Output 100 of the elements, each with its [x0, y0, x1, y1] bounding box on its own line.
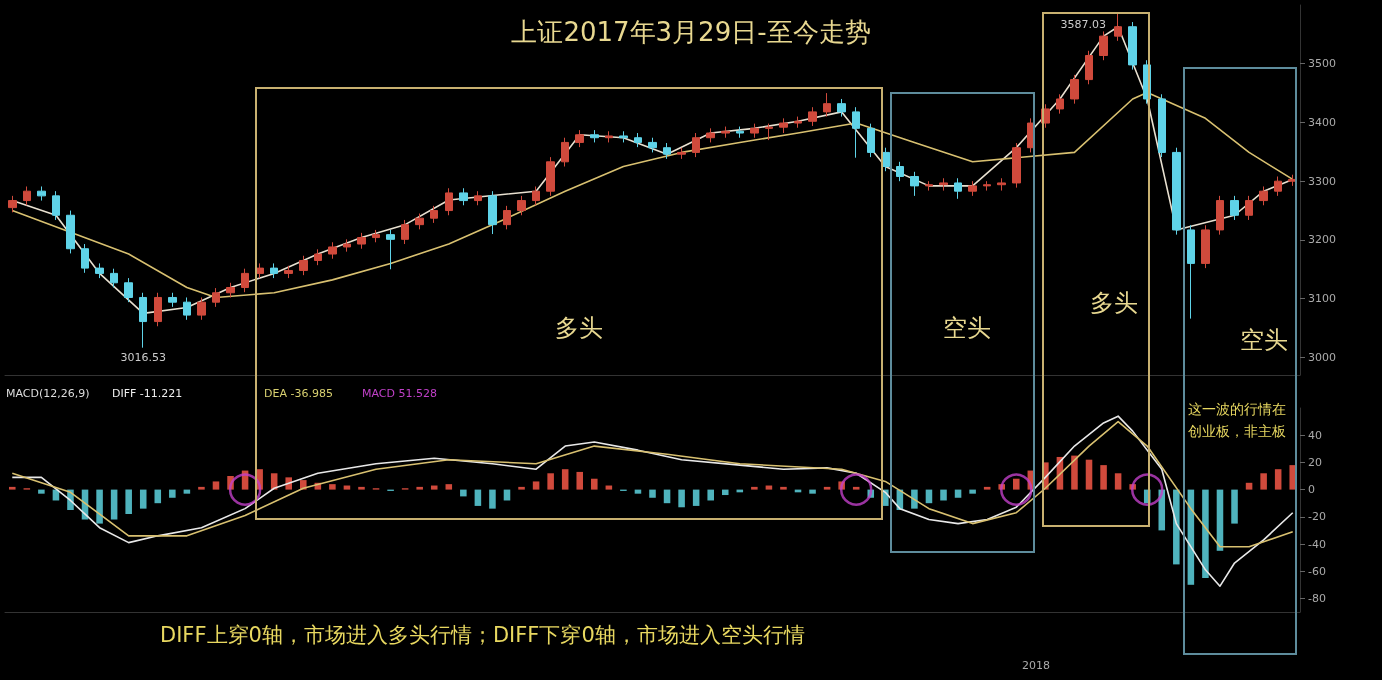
bar — [1100, 465, 1107, 490]
bar — [460, 489, 467, 497]
bar — [969, 489, 976, 494]
candlestick — [619, 130, 628, 143]
text: 2018 — [1022, 659, 1050, 672]
bar — [1114, 473, 1122, 490]
candlestick — [1245, 195, 1253, 221]
candlestick — [81, 243, 89, 274]
candlestick — [503, 205, 511, 230]
bar — [954, 489, 962, 498]
candlestick — [314, 248, 322, 266]
bar — [1085, 459, 1093, 490]
bar — [547, 473, 554, 490]
candlestick — [241, 268, 249, 293]
candlestick — [896, 161, 904, 182]
candlestick — [648, 137, 657, 153]
candlestick — [837, 98, 846, 118]
y-tick-label: 0 — [1308, 483, 1315, 497]
candlestick — [1056, 93, 1064, 115]
bar — [1202, 489, 1209, 578]
y-tick-label: -40 — [1308, 537, 1326, 551]
bar — [212, 481, 220, 490]
bar — [1071, 455, 1078, 490]
candlestick — [590, 129, 599, 143]
candlestick — [1230, 195, 1239, 221]
bar — [678, 489, 685, 508]
candlestick — [488, 190, 497, 235]
candlestick — [1085, 50, 1093, 85]
bar — [911, 489, 918, 509]
annotation: 3016.53 — [120, 350, 166, 364]
candlestick — [1172, 147, 1181, 236]
bar — [96, 489, 103, 524]
candlestick — [1128, 21, 1137, 71]
candlestick — [110, 268, 118, 288]
candlestick — [154, 292, 162, 327]
bar — [416, 486, 423, 490]
line-series — [11, 420, 1294, 548]
bar — [518, 486, 525, 490]
bar — [751, 486, 758, 490]
candlestick — [910, 171, 919, 197]
bar — [561, 469, 569, 490]
candlestick — [52, 190, 60, 221]
candlestick — [532, 185, 540, 206]
text: DIFF上穿0轴，市场进入多头行情；DIFF下穿0轴，市场进入空头行情 — [160, 622, 805, 647]
text: MACD(12,26,9) — [6, 387, 90, 400]
bar — [780, 486, 787, 490]
candlestick — [95, 262, 104, 279]
bar — [430, 485, 438, 490]
bar — [940, 489, 947, 501]
bar — [823, 486, 831, 490]
y-tick-label: -60 — [1308, 564, 1326, 578]
y-tick-label: 3400 — [1308, 115, 1336, 129]
bar — [1173, 489, 1180, 565]
candlestick — [372, 229, 380, 243]
candlestick — [212, 287, 220, 308]
bar — [198, 486, 205, 490]
bar — [809, 489, 816, 494]
bar — [1012, 478, 1020, 490]
bar — [707, 489, 714, 501]
candlestick — [23, 185, 31, 206]
candlestick — [474, 190, 482, 206]
candlestick — [1158, 93, 1166, 158]
text: 上证2017年3月29日-至今走势 — [511, 17, 871, 47]
annotation: 空头 — [1240, 326, 1288, 354]
candlestick — [997, 177, 1006, 192]
candlestick — [779, 117, 788, 134]
annotation: 3587.03 — [1060, 18, 1107, 32]
candlestick — [1201, 224, 1210, 269]
candlestick — [1070, 74, 1079, 105]
candlestick — [270, 262, 278, 279]
bar — [445, 484, 453, 490]
candlestick — [386, 229, 395, 270]
candlestick — [867, 123, 875, 158]
bar — [591, 478, 598, 490]
bar — [576, 471, 584, 490]
candlestick — [183, 296, 191, 321]
candlestick — [736, 126, 744, 139]
candlestick — [706, 127, 715, 143]
candlestick — [1187, 224, 1195, 320]
bar — [1260, 473, 1267, 490]
candlestick — [721, 126, 730, 139]
candlestick — [765, 123, 773, 141]
y-tick-label: -80 — [1308, 591, 1326, 605]
candlestick — [401, 219, 409, 245]
y-tick-label: 3100 — [1308, 292, 1336, 306]
candlestick — [415, 212, 424, 230]
candlestick — [445, 187, 453, 216]
bar — [358, 486, 365, 490]
bar — [983, 486, 991, 490]
bar — [38, 489, 45, 494]
bar — [1231, 489, 1238, 524]
candlestick — [794, 116, 802, 129]
candlestick — [1099, 30, 1108, 61]
bar — [1245, 482, 1253, 490]
bar — [489, 489, 496, 509]
candlestick — [925, 180, 933, 192]
bar — [9, 486, 16, 490]
candlestick — [430, 205, 438, 224]
candlestick — [808, 106, 817, 127]
text: DIFF -11.221 — [112, 387, 183, 400]
